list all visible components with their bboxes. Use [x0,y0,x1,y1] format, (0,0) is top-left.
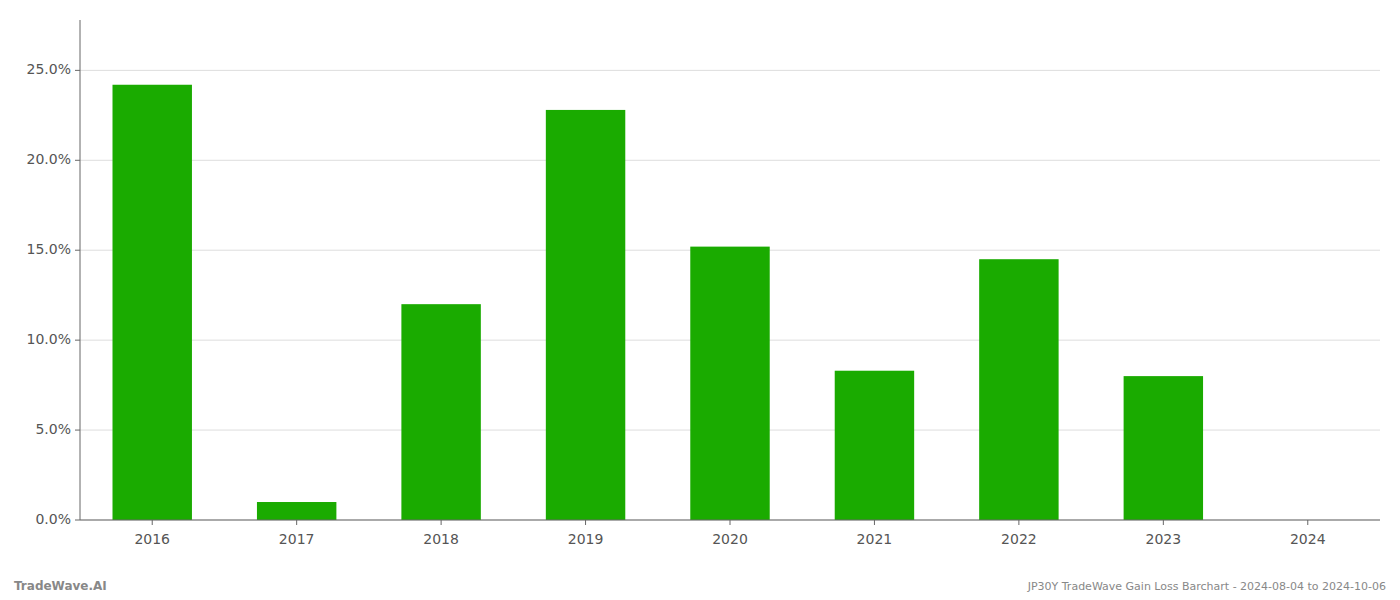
y-tick [75,340,80,341]
x-tick-label: 2022 [1001,531,1037,547]
x-tick [874,520,875,525]
bar [401,304,480,520]
x-tick-label: 2023 [1146,531,1182,547]
y-tick-label: 5.0% [35,421,71,437]
bar [979,259,1058,520]
x-tick-label: 2021 [857,531,893,547]
annotation: JP30Y TradeWave Gain Loss Barchart - 202… [1027,580,1386,593]
x-tick-label: 2019 [568,531,604,547]
bar [835,371,914,520]
x-tick [585,520,586,525]
y-axis-line [80,20,81,520]
y-tick-label: 25.0% [27,61,71,77]
y-tick [75,520,80,521]
x-tick-label: 2024 [1290,531,1326,547]
x-tick-label: 2017 [279,531,315,547]
bar [113,85,192,520]
y-tick [75,430,80,431]
x-tick [152,520,153,525]
y-axis: 0.0% 5.0% 10.0% 15.0% 20.0% 25.0% [27,20,80,527]
chart: 0.0% 5.0% 10.0% 15.0% 20.0% 25.0% 2016 2017 2018… [0,0,1400,600]
y-tick-label: 20.0% [27,151,71,167]
bar [1124,376,1203,520]
y-tick-label: 10.0% [27,331,71,347]
bar [546,110,625,520]
x-tick [1018,520,1019,525]
bar [690,247,769,520]
x-tick [296,520,297,525]
x-tick-label: 2020 [712,531,748,547]
x-tick [1163,520,1164,525]
grid-line [80,160,1380,161]
x-tick [441,520,442,525]
x-tick [1307,520,1308,525]
x-tick [730,520,731,525]
annotation: TradeWave.AI [14,579,107,593]
y-tick-label: 0.0% [35,511,71,527]
y-tick [75,70,80,71]
y-tick [75,250,80,251]
x-axis: 2016 2017 2018 2019 2020 2021 2022 2023 2024 [80,520,1380,547]
x-tick-label: 2016 [134,531,170,547]
bar [257,502,336,520]
grid-line [80,70,1380,71]
x-tick-label: 2018 [423,531,459,547]
bars [113,85,1204,520]
y-tick-label: 15.0% [27,241,71,257]
grid [80,70,1380,520]
y-tick [75,160,80,161]
